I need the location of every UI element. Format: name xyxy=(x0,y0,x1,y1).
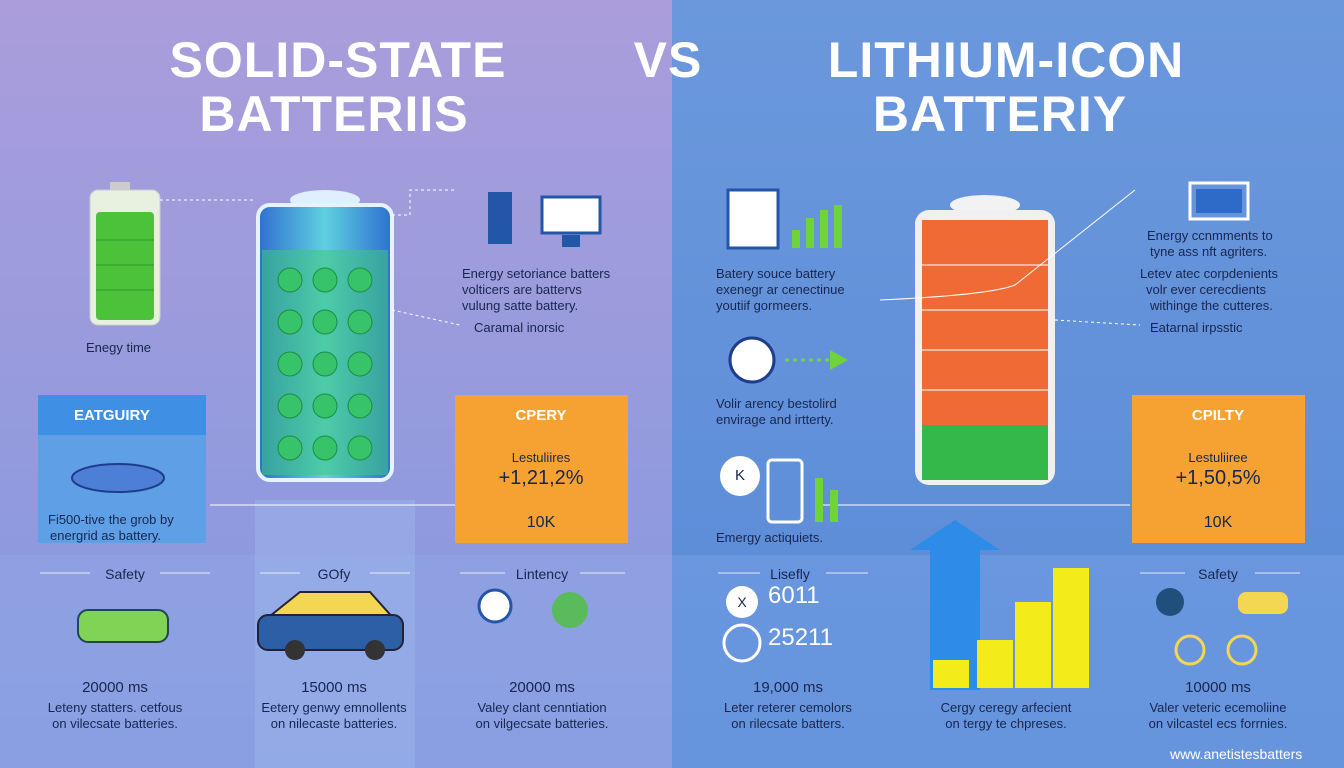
column-time: 19,000 ms xyxy=(752,679,824,696)
column-text: Leter reterer cemolors xyxy=(724,700,852,715)
description: Letev atec corpdenients xyxy=(1140,266,1279,281)
right-title: BATTERIY xyxy=(872,86,1128,142)
box-amount: 10K xyxy=(1203,514,1233,531)
icon-letter: K xyxy=(734,467,746,484)
column-title: Safety xyxy=(1198,566,1238,582)
box-text: Fi500-tive the grob by xyxy=(48,512,174,527)
description: exenegr ar cenectinue xyxy=(716,282,845,297)
column-text: Leteny statters. cetfous xyxy=(47,700,183,715)
box-title: CPERY xyxy=(515,407,567,424)
column-title: GOfy xyxy=(317,566,351,582)
box-title: CPILTY xyxy=(1191,407,1245,424)
callout: Eatarnal irpsstic xyxy=(1150,320,1243,335)
left-title: BATTERIIS xyxy=(199,86,469,142)
right-title: LITHIUM-ICON xyxy=(827,32,1185,88)
column-time: 20000 ms xyxy=(82,679,148,696)
column-title: Lintency xyxy=(515,566,569,582)
column-text: on vilecsate batteries. xyxy=(52,716,178,731)
column-text: Eetery genwy emnollents xyxy=(261,700,407,715)
box-title: EATGUIRY xyxy=(74,407,150,424)
column-title: Safety xyxy=(105,566,145,582)
column-text: on rilecsate batters. xyxy=(731,716,845,731)
description: volr ever cerecdients xyxy=(1146,282,1266,297)
description: vulung satte battery. xyxy=(462,298,579,313)
description: Batery souce battery xyxy=(716,266,836,281)
description: youtiif gormeers. xyxy=(716,298,813,313)
column-text: on tergy te chpreses. xyxy=(945,716,1067,731)
callout: Caramal inorsic xyxy=(474,320,565,335)
description: tyne ass nft agriters. xyxy=(1150,244,1268,259)
description: Volir arency bestolird xyxy=(716,396,837,411)
column-time: 15000 ms xyxy=(301,679,367,696)
box-value: +1,21,2% xyxy=(498,467,584,489)
column-time: 10000 ms xyxy=(1185,679,1251,696)
description: volticers are battervs xyxy=(462,282,582,297)
value: 25211 xyxy=(768,624,833,651)
column-text: Valer veteric ecemoliine xyxy=(1149,700,1287,715)
vs: VS xyxy=(633,32,703,88)
column-text: Valey clant cenntiation xyxy=(477,700,607,715)
column-text: Cergy ceregy arfecient xyxy=(940,700,1072,715)
column-title: Lisefly xyxy=(770,566,810,582)
footer-url: www.anetistesbatters xyxy=(1170,746,1303,762)
column-text: on nilecaste batteries. xyxy=(270,716,398,731)
label: Enegy time xyxy=(86,340,152,355)
column-time: 20000 ms xyxy=(509,679,575,696)
description: Emergy actiquiets. xyxy=(716,530,823,545)
box-label: Lestuliires xyxy=(511,450,571,465)
box-value: +1,50,5% xyxy=(1175,467,1261,489)
box-amount: 10K xyxy=(526,514,556,531)
value: 6011 xyxy=(768,582,820,609)
description: envirage and irtterty. xyxy=(716,412,834,427)
description: Energy ccnmments to xyxy=(1147,228,1273,243)
icon-letter: X xyxy=(737,594,747,610)
box-label: Lestuliiree xyxy=(1188,450,1248,465)
left-title: SOLID-STATE xyxy=(169,32,507,88)
column-text: on vilcastel ecs forrnies. xyxy=(1148,716,1288,731)
description: withinge the cutteres. xyxy=(1150,298,1273,313)
column-text: on vilgecsate batteries. xyxy=(475,716,609,731)
box-text: energrid as battery. xyxy=(50,528,162,543)
description: Energy setoriance batters xyxy=(462,266,611,281)
